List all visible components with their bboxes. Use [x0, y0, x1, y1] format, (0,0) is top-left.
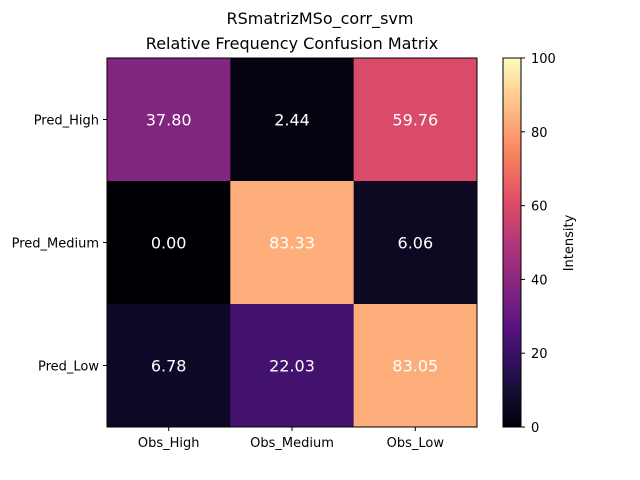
heatmap-cells — [107, 58, 478, 428]
x-tick-label: Obs_Low — [387, 436, 445, 451]
cell-value-label: 83.33 — [269, 234, 315, 253]
cell-value-label: 22.03 — [269, 357, 315, 376]
cell-value-label: 6.06 — [398, 234, 434, 253]
heatmap-cell — [353, 58, 478, 182]
heatmap-cell — [230, 58, 355, 182]
heatmap-cell — [107, 181, 231, 305]
cell-value-label: 6.78 — [151, 357, 187, 376]
colorbar-ticks: 0 20 40 60 80 100 — [521, 52, 556, 436]
y-tick-label: Pred_Low — [38, 360, 99, 375]
colorbar-tick-label: 0 — [531, 421, 539, 436]
heatmap-cell — [230, 181, 355, 305]
chart-title: RSmatrizMSo_corr_svm — [227, 9, 414, 29]
x-tick-label: Obs_Medium — [250, 436, 334, 451]
heatmap-cell — [107, 304, 231, 428]
cell-value-label: 37.80 — [146, 111, 192, 130]
cell-value-label: 2.44 — [274, 111, 310, 130]
cell-value-label: 0.00 — [151, 234, 187, 253]
y-tick-label: Pred_Medium — [12, 237, 99, 252]
colorbar-tick-label: 100 — [531, 52, 556, 67]
y-tick-label: Pred_High — [34, 114, 99, 129]
heatmap-cell — [353, 304, 478, 428]
heatmap-cell — [107, 58, 231, 182]
heatmap-cell — [230, 304, 355, 428]
heatmap-cell — [353, 181, 478, 305]
x-axis-ticks: Obs_High Obs_Medium Obs_Low — [138, 427, 445, 451]
heatmap-cell-labels: 37.80 2.44 59.76 0.00 83.33 6.06 6.78 22.03 83.0… — [146, 111, 438, 376]
colorbar-label: Intensity — [562, 214, 577, 271]
chart-subtitle: Relative Frequency Confusion Matrix — [146, 34, 438, 53]
cell-value-label: 59.76 — [392, 111, 438, 130]
colorbar-tick-label: 40 — [531, 273, 548, 288]
y-axis-ticks: Pred_High Pred_Medium Pred_Low — [12, 114, 107, 375]
colorbar-tick-label: 20 — [531, 347, 548, 362]
x-tick-label: Obs_High — [138, 436, 200, 451]
cell-value-label: 83.05 — [392, 357, 438, 376]
colorbar — [502, 57, 522, 428]
colorbar-tick-label: 80 — [531, 126, 548, 141]
colorbar-tick-label: 60 — [531, 200, 548, 215]
